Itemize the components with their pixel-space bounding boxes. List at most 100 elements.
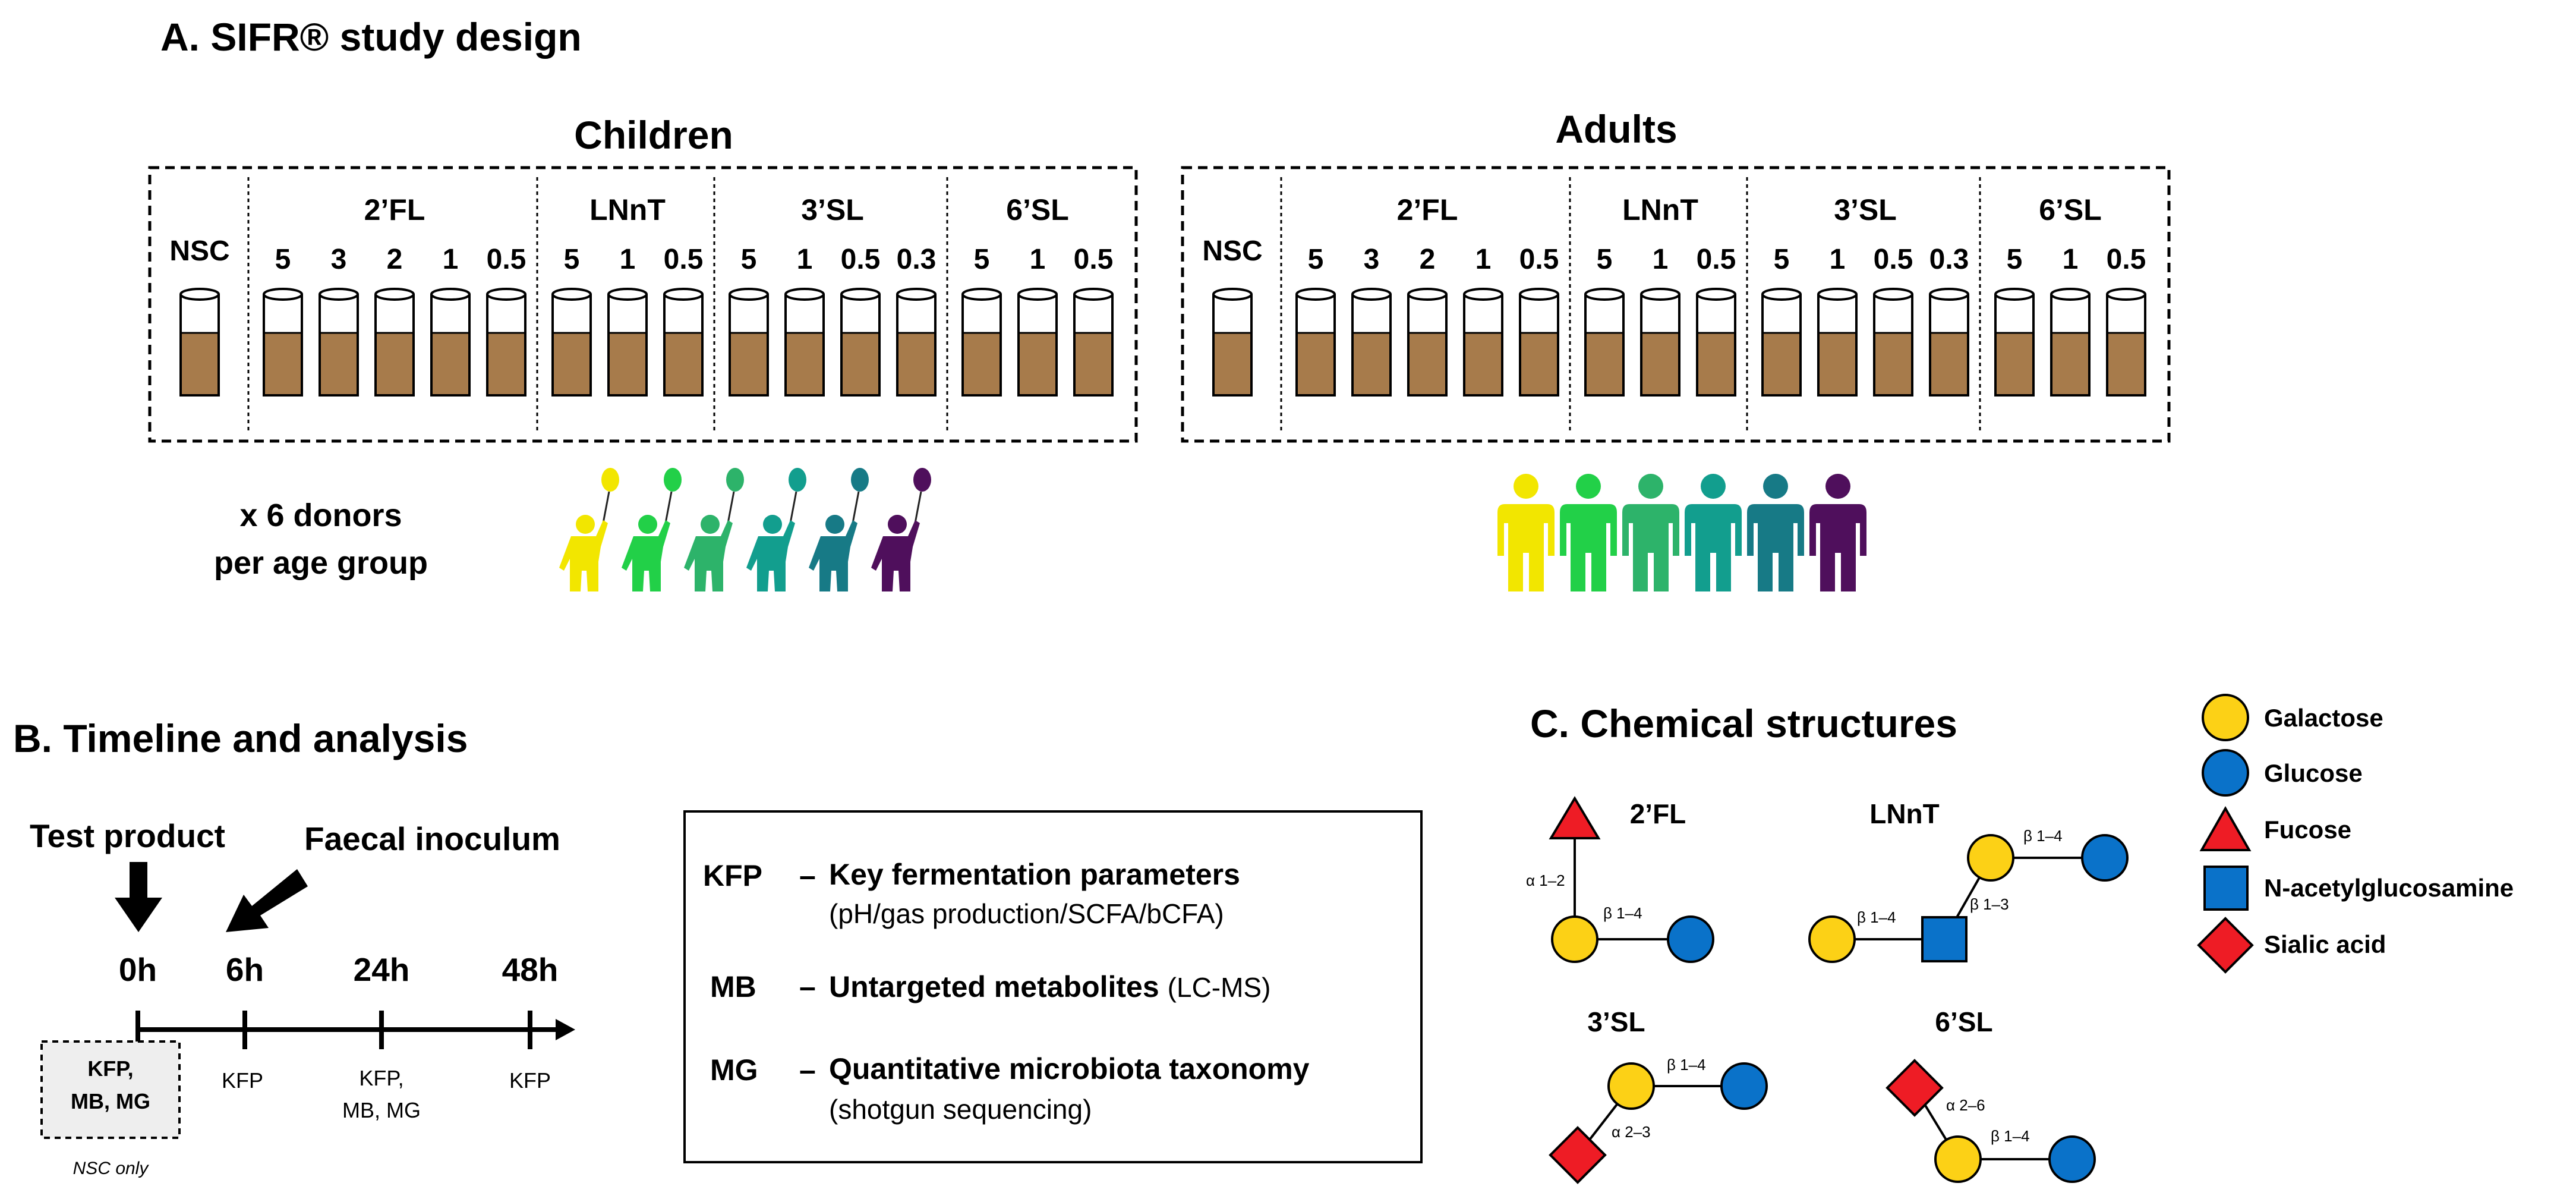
legend-galactose: Galactose: [2264, 704, 2383, 732]
tube-liquid: [841, 333, 879, 395]
test-product-label: Test product: [30, 817, 225, 854]
tube-liquid: [1074, 333, 1112, 395]
culture-tube: [1519, 288, 1559, 397]
nsc-only-box: [40, 1040, 181, 1139]
culture-tube: [840, 288, 881, 397]
children-label: Children: [574, 113, 733, 157]
adult-donor-icon: [1685, 474, 1742, 591]
mg-title: Quantitative microbiota taxonomy: [829, 1052, 1310, 1085]
tube-liquid: [1019, 333, 1057, 395]
legend-sialic-acid: Sialic acid: [2264, 930, 2386, 958]
fucose-legend-icon: [2199, 805, 2252, 851]
culture-tube: [1407, 288, 1448, 397]
structure-6sl: 6’SL α 2–6 β 1–4: [1886, 1006, 2096, 1183]
adult-donors: [1497, 474, 1866, 591]
dose-label: 5: [741, 244, 757, 275]
tube-liquid: [1818, 333, 1856, 395]
child-donor-icon: [746, 468, 806, 591]
culture-tube: [784, 288, 825, 397]
dose-label: 0.5: [1074, 244, 1114, 275]
culture-tube: [1463, 288, 1503, 397]
mg-abbr: MG: [710, 1053, 758, 1087]
culture-tube: [1817, 288, 1858, 397]
culture-tube: [1295, 288, 1336, 397]
tube-liquid: [1464, 333, 1502, 395]
tube-liquid: [487, 333, 525, 395]
galactose-legend-icon: [2202, 694, 2249, 741]
sialic-acid-symbol: [1886, 1059, 1944, 1117]
test-product-arrow: [115, 862, 162, 932]
tube-liquid: [1697, 333, 1735, 395]
culture-tube: [1761, 288, 1802, 397]
dose-label: 1: [1030, 244, 1046, 275]
culture-tube: [1017, 288, 1058, 397]
child-donor-icon: [622, 468, 682, 591]
structure-3sl-name: 3’SL: [1587, 1006, 1645, 1037]
child-donor-icon: [809, 468, 869, 591]
t0-analysis-line1: KFP,: [87, 1056, 133, 1081]
link-label: β 1–3: [1970, 895, 2009, 913]
tube-liquid: [608, 333, 647, 395]
dose-label: 5: [275, 244, 291, 275]
t6-analysis: KFP: [222, 1068, 263, 1093]
legend-row-mb: MB – Untargeted metabolites (LC-MS): [710, 970, 1270, 1003]
culture-tube: [1351, 288, 1392, 397]
legend-row-mg: MG – Quantitative microbiota taxonomy (s…: [710, 1052, 1310, 1125]
adults-box: [1181, 166, 2171, 443]
adult-donor-icon: [1560, 474, 1617, 591]
dose-label: 2: [387, 244, 403, 275]
link-label: β 1–4: [1857, 908, 1896, 926]
monosaccharide-legend: Galactose Glucose Fucose N-acetylglucosa…: [2197, 694, 2514, 974]
dose-label: 0.3: [1929, 244, 1969, 275]
dose-label: 3: [331, 244, 347, 275]
analysis-legend-box: [683, 810, 1423, 1163]
adult-donor-icon: [1809, 474, 1866, 591]
time-6h: 6h: [226, 951, 264, 988]
tube-liquid: [431, 333, 469, 395]
mb-detail: (LC-MS): [1168, 972, 1271, 1003]
mb-dash: –: [799, 970, 816, 1003]
tube-liquid: [553, 333, 591, 395]
tube-liquid: [1995, 333, 2033, 395]
nsc-label: NSC: [169, 235, 229, 267]
tube-liquid: [1213, 333, 1251, 395]
adult-donor-icon: [1622, 474, 1679, 591]
culture-tube: [486, 288, 526, 397]
dose-label: 5: [1597, 244, 1613, 275]
culture-tube: [319, 288, 359, 397]
dose-label: 5: [564, 244, 580, 275]
culture-tube: [1584, 288, 1625, 397]
legend-glucose: Glucose: [2264, 759, 2363, 787]
adults-tubes-group: NSC 5 3 2 1 0.5 2’FL 5 1 0.5 LNnT 5 1 0.5 0.3 3’SL 5 1 0.5…: [1202, 177, 2146, 431]
dose-label: 1: [620, 244, 636, 275]
culture-tube: [1873, 288, 1913, 397]
mg-detail: (shotgun sequencing): [829, 1094, 1092, 1125]
panel-b-title: B. Timeline and analysis: [13, 716, 468, 760]
tube-liquid: [730, 333, 768, 395]
children-box: [148, 166, 1138, 443]
t48-analysis: KFP: [509, 1068, 551, 1093]
tube-liquid: [1352, 333, 1391, 395]
culture-tube: [430, 288, 471, 397]
product-label: 2’FL: [1397, 193, 1458, 226]
product-label: LNnT: [1622, 193, 1698, 226]
child-donor-icon: [559, 468, 619, 591]
tube-liquid: [2051, 333, 2089, 395]
tube-liquid: [376, 333, 414, 395]
tube-liquid: [1585, 333, 1623, 395]
product-label: 3’SL: [1834, 193, 1897, 226]
culture-tube: [179, 288, 220, 397]
mb-abbr: MB: [710, 970, 756, 1003]
dose-label: 1: [1653, 244, 1669, 275]
culture-tube: [2106, 288, 2146, 397]
link-label: α 2–6: [1946, 1096, 1985, 1114]
dose-label: 0.5: [1874, 244, 1913, 275]
tube-liquid: [264, 333, 302, 395]
fucose-symbol: [1549, 796, 1601, 839]
dose-label: 0.5: [841, 244, 881, 275]
link-label: β 1–4: [1667, 1056, 1706, 1074]
adults-label: Adults: [1555, 107, 1677, 151]
dose-label: 5: [1308, 244, 1324, 275]
culture-tube: [551, 288, 592, 397]
